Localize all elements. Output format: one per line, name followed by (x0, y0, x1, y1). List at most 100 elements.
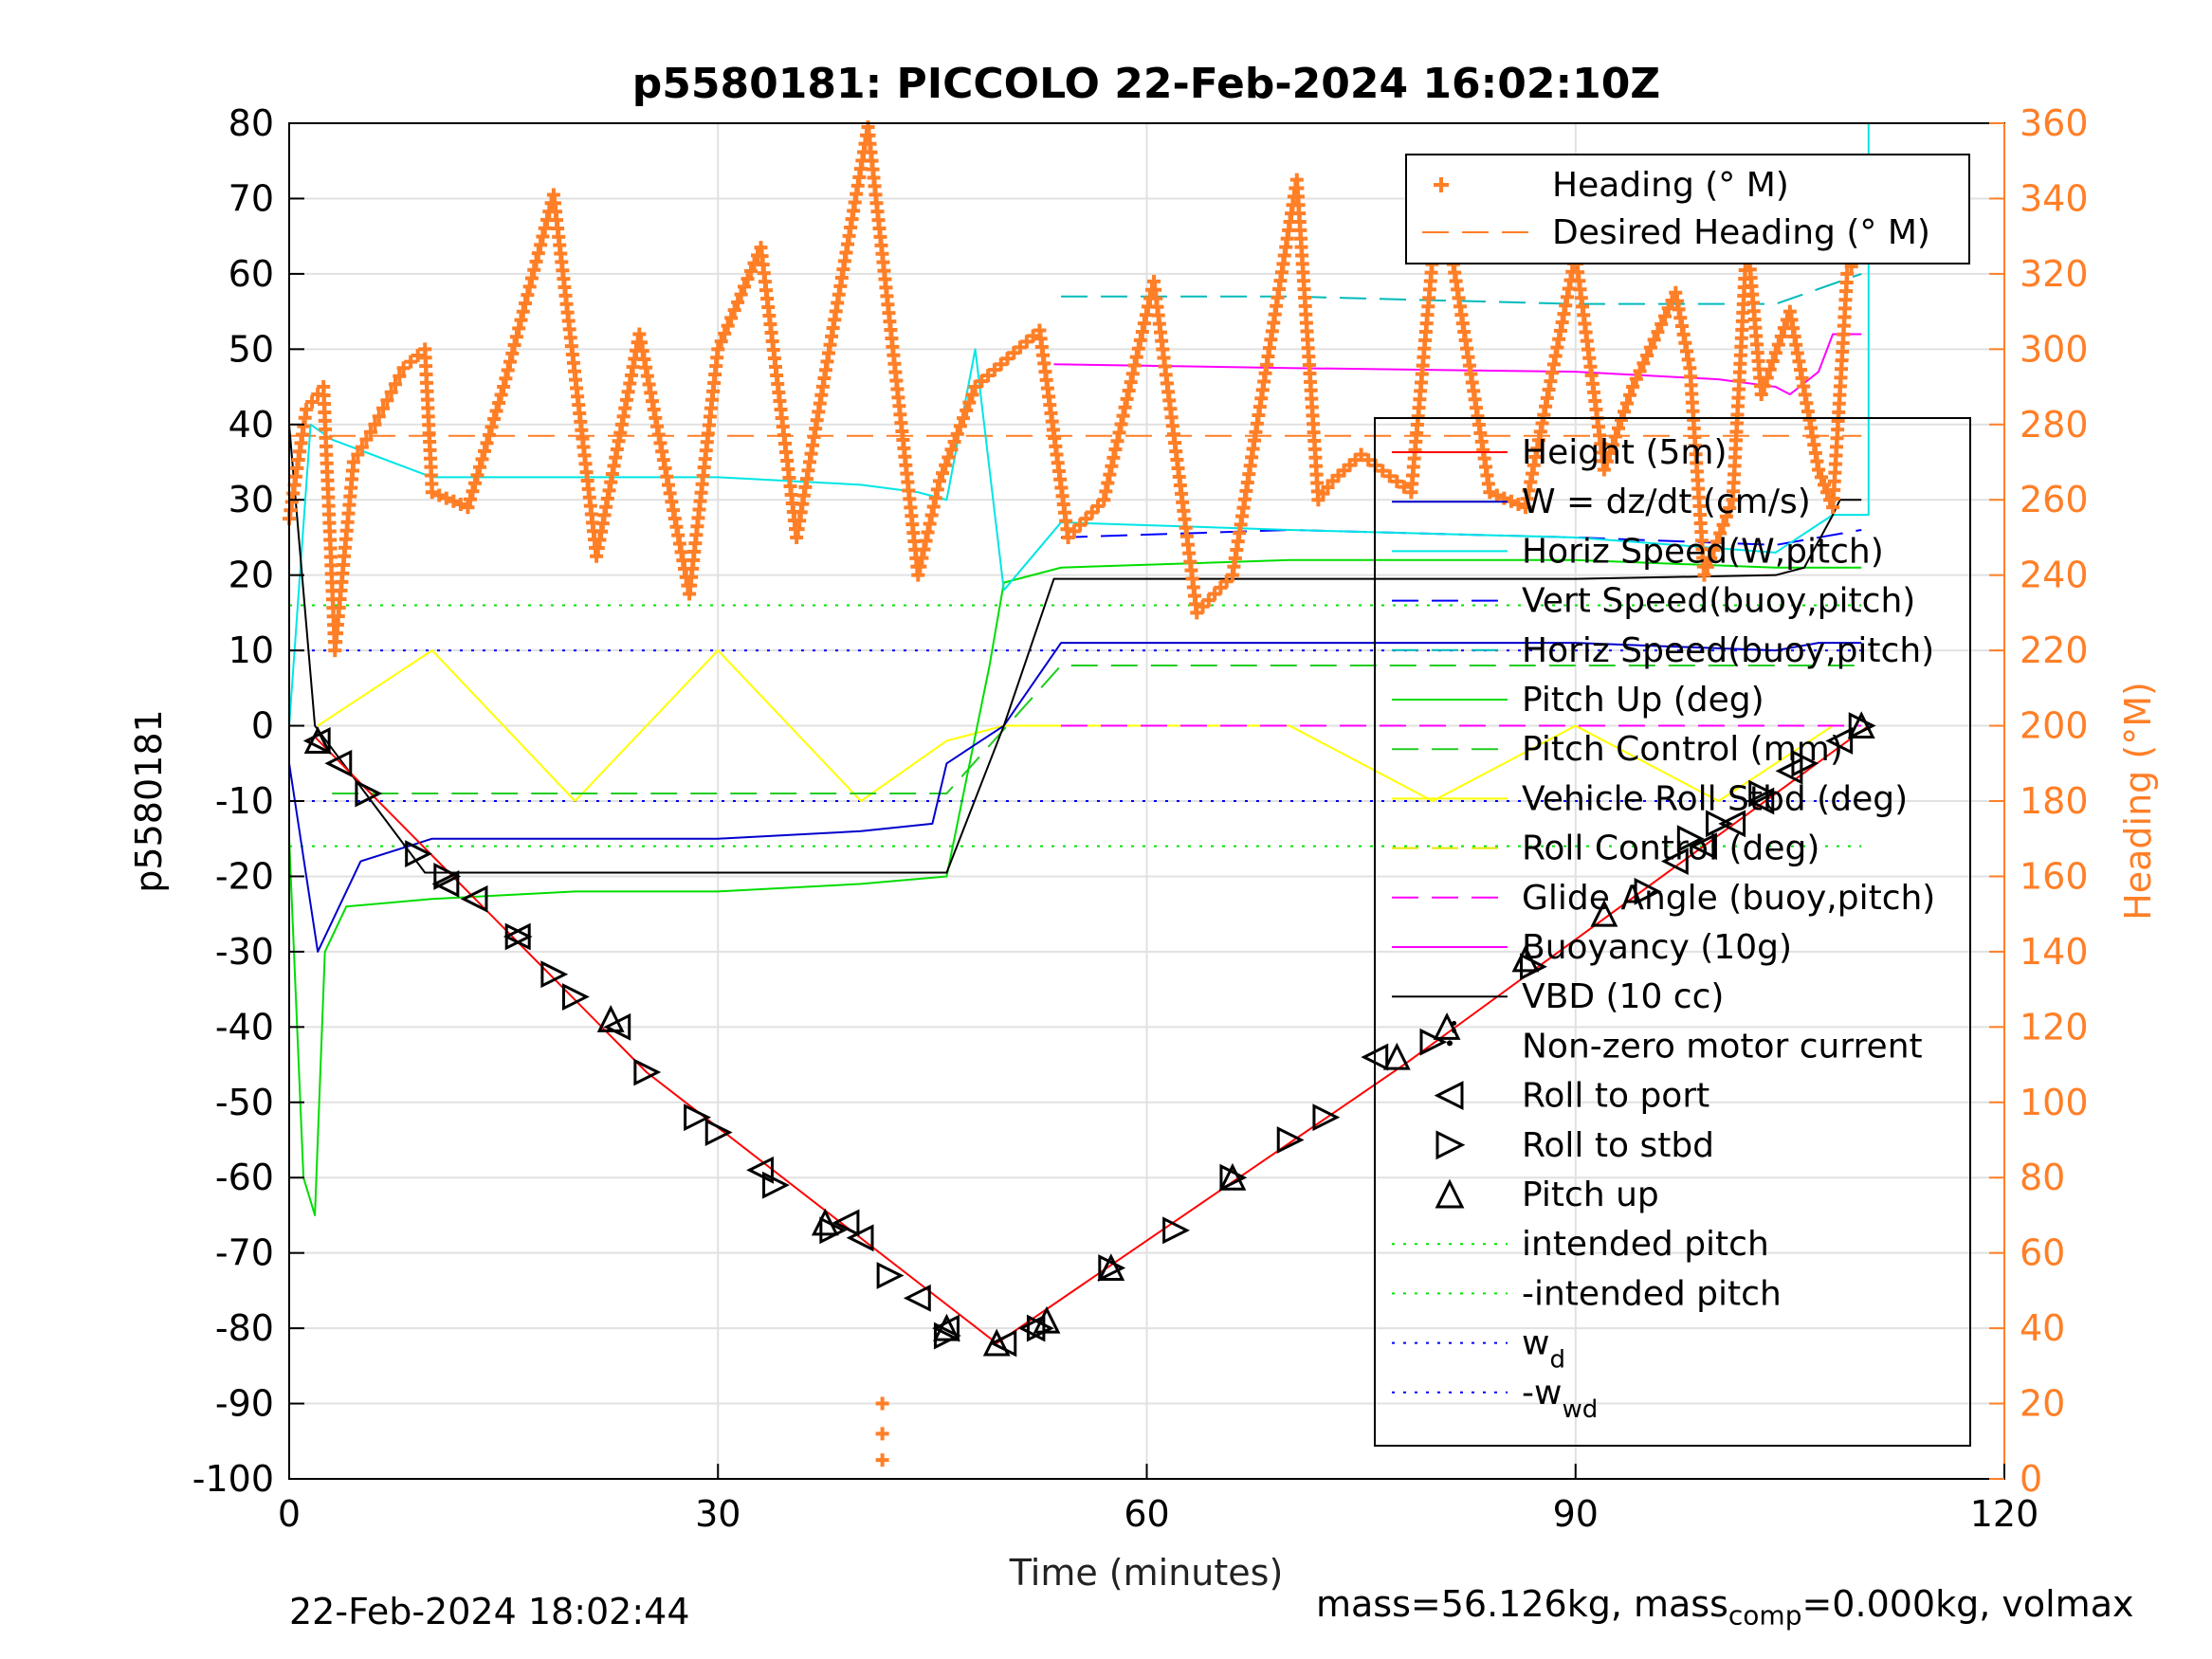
heading-marker (738, 280, 752, 294)
heading-marker (1815, 470, 1829, 484)
chart-title: p5580181: PICCOLO 22-Feb-2024 16:02:10Z (632, 60, 1660, 108)
pitch-up-marker (933, 1313, 960, 1341)
heading-marker (711, 342, 725, 356)
heading-marker (461, 501, 475, 515)
y-tick-label-left: -60 (215, 1157, 274, 1198)
heading-marker (522, 280, 537, 294)
roll-stbd-marker (876, 1262, 905, 1289)
heading-marker (1636, 356, 1651, 371)
heading-marker (1382, 469, 1397, 483)
roll-port-marker (903, 1284, 931, 1312)
heading-marker (439, 491, 453, 505)
heading-marker (936, 466, 950, 481)
heading-marker (1709, 535, 1724, 549)
heading-marker (1105, 459, 1119, 473)
y-tick-label-left: 0 (251, 705, 274, 747)
roll-port-marker (1017, 1314, 1046, 1342)
heading-marker (1757, 379, 1771, 393)
y-tick-label-right: 360 (2020, 102, 2089, 144)
y-tick-label-right: 320 (2020, 253, 2089, 295)
roll-stbd-marker (540, 960, 569, 989)
series-buoyancy-line (1053, 333, 1862, 395)
pitch-up-marker (1033, 1305, 1061, 1334)
heading-marker (744, 264, 759, 278)
legend-label: Roll to port (1522, 1077, 1709, 1116)
heading-marker (941, 450, 956, 465)
legend-motor-current-symbol (1447, 1040, 1453, 1047)
heading-marker (1139, 308, 1153, 322)
roll-port-marker (460, 884, 488, 913)
heading-marker (1110, 434, 1124, 448)
roll-port-marker (1660, 848, 1689, 875)
y-axis-label-left: p5580181 (128, 709, 170, 892)
y-tick-label-left: -20 (215, 855, 274, 897)
heading-marker (497, 380, 511, 394)
series-height-line (314, 724, 1870, 1344)
legend-label: Vehicle Roll Stbd (deg) (1522, 779, 1908, 818)
series-vert-speed-buoy-line (1061, 529, 1862, 546)
heading-marker (921, 525, 935, 539)
heading-marker (1511, 497, 1526, 511)
heading-marker (1697, 568, 1711, 582)
pitch-up-marker (1097, 1253, 1125, 1282)
heading-marker (372, 410, 386, 424)
x-tick-label: 30 (695, 1493, 740, 1535)
pitch-up-marker (303, 726, 332, 754)
roll-port-marker (1825, 727, 1854, 755)
heading-marker (1723, 501, 1737, 516)
y-tick-label-left: -100 (192, 1458, 274, 1500)
legend-label: Pitch Control (mm) (1522, 730, 1843, 769)
roll-port-marker (431, 869, 460, 898)
roll-stbd-marker (504, 922, 533, 951)
legend-heading-label: Heading (° M) (1552, 166, 1789, 205)
roll-port-marker (832, 1209, 860, 1237)
heading-marker (531, 246, 545, 261)
roll-port-marker (846, 1224, 874, 1252)
y-tick-label-left: 30 (229, 479, 274, 520)
heading-marker (1754, 388, 1768, 401)
legend-label: Non-zero motor current (1522, 1027, 1923, 1066)
roll-stbd-marker (1791, 749, 1819, 777)
heading-marker (363, 425, 377, 439)
heading-marker (915, 551, 929, 565)
roll-stbd-marker (762, 1171, 790, 1199)
heading-marker (368, 417, 382, 431)
pitch-up-marker (1218, 1162, 1247, 1191)
heading-marker (740, 272, 755, 286)
heading-marker (1122, 384, 1136, 398)
mass-prefix: mass=56.126kg, mass (1316, 1583, 1728, 1625)
heading-marker (1099, 484, 1113, 499)
legend-main: Height (5m) W = dz/dt (cm/s) Horiz Speed(W… (1374, 417, 1971, 1447)
heading-marker (960, 403, 974, 417)
y-tick-label-right: 240 (2020, 555, 2089, 596)
axes: 0 30 60 90 12080706050403020100-10-20-30-40-… (192, 102, 2089, 1535)
roll-port-marker (1746, 787, 1775, 815)
heading-marker (478, 444, 492, 458)
roll-port-marker (932, 1314, 960, 1342)
roll-stbd-marker (1219, 1163, 1248, 1192)
heading-marker (1129, 350, 1143, 364)
heading-marker (447, 494, 461, 508)
heading-marker (947, 434, 961, 448)
legend-marker-symbol (1435, 1178, 1465, 1209)
heading-marker (875, 1396, 889, 1411)
roll-port-marker (503, 922, 531, 951)
heading-marker (875, 1453, 889, 1468)
y-tick-label-left: 80 (229, 102, 274, 144)
heading-marker (1633, 364, 1647, 378)
heading-marker (1707, 543, 1721, 557)
heading-marker (470, 468, 484, 483)
y-tick-label-right: 60 (2020, 1232, 2065, 1274)
pitch-up-marker (1382, 1042, 1411, 1070)
pitch-up-marker (1590, 899, 1618, 927)
heading-marker (1640, 348, 1654, 362)
y-tick-label-left: 50 (229, 328, 274, 370)
legend-heading: Heading (° M) Desired Heading (° M) (1405, 154, 1970, 264)
heading-marker (939, 458, 953, 472)
heading-marker (1354, 447, 1368, 462)
x-tick-label: 60 (1124, 1493, 1169, 1535)
heading-marker (1397, 480, 1411, 494)
heading-marker (1647, 333, 1661, 347)
heading-marker (913, 559, 927, 574)
